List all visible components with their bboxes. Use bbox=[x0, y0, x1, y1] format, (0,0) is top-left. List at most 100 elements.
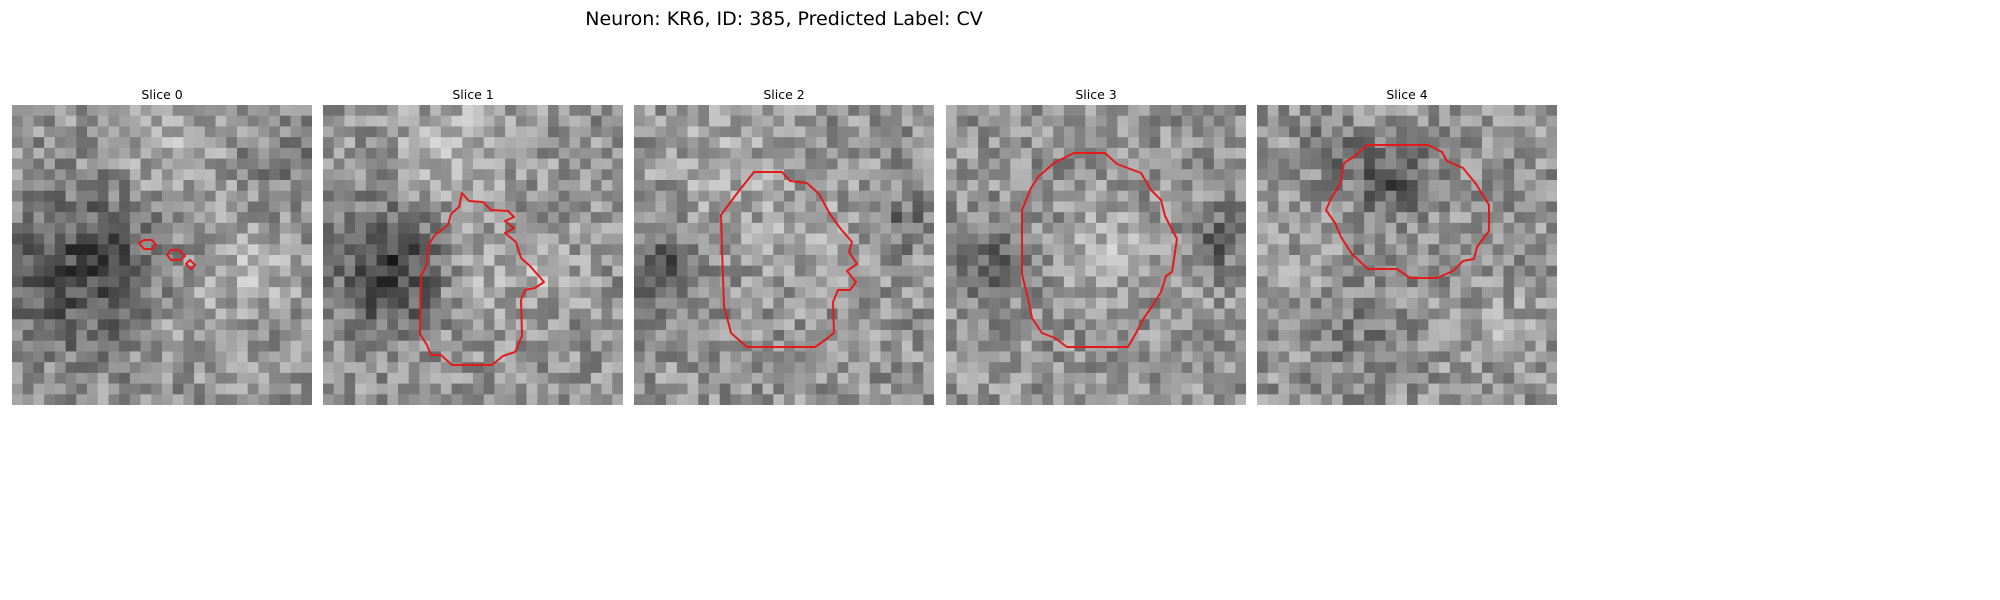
segmentation-contour-0-0 bbox=[138, 239, 157, 250]
pixel-cell bbox=[1053, 190, 1065, 202]
pixel-cell bbox=[65, 212, 77, 224]
pixel-cell bbox=[891, 372, 903, 384]
pixel-cell bbox=[978, 319, 990, 331]
pixel-cell bbox=[773, 297, 785, 309]
pixel-cell bbox=[1503, 169, 1515, 181]
pixel-cell bbox=[1203, 297, 1215, 309]
pixel-cell bbox=[666, 287, 678, 299]
pixel-cell bbox=[1106, 126, 1118, 138]
pixel-cell bbox=[1224, 126, 1236, 138]
pixel-cell bbox=[1085, 276, 1097, 288]
pixel-cell bbox=[612, 126, 623, 138]
pixel-cell bbox=[590, 383, 602, 395]
pixel-cell bbox=[440, 158, 452, 170]
pixel-cell bbox=[569, 330, 581, 342]
pixel-cell bbox=[1128, 383, 1140, 395]
pixel-cell bbox=[258, 276, 270, 288]
pixel-cell bbox=[215, 340, 227, 352]
pixel-cell bbox=[880, 233, 892, 245]
pixel-cell bbox=[1085, 287, 1097, 299]
pixel-cell bbox=[33, 201, 45, 213]
slice-panel-1: Slice 1 bbox=[323, 85, 623, 405]
pixel-cell bbox=[923, 115, 934, 127]
pixel-cell bbox=[1171, 297, 1183, 309]
pixel-cell bbox=[666, 383, 678, 395]
pixel-cell bbox=[634, 190, 646, 202]
pixel-cell bbox=[515, 190, 527, 202]
pixel-cell bbox=[580, 222, 592, 234]
pixel-cell bbox=[1503, 340, 1515, 352]
pixel-cell bbox=[323, 276, 335, 288]
pixel-cell bbox=[1299, 212, 1311, 224]
pixel-cell bbox=[794, 115, 806, 127]
pixel-cell bbox=[344, 287, 356, 299]
pixel-cell bbox=[119, 362, 131, 374]
pixel-cell bbox=[816, 222, 828, 234]
pixel-cell bbox=[376, 222, 388, 234]
pixel-cell bbox=[76, 244, 88, 256]
pixel-cell bbox=[1321, 180, 1333, 192]
pixel-cell bbox=[698, 158, 710, 170]
pixel-cell bbox=[1235, 372, 1246, 384]
pixel-cell bbox=[1342, 372, 1354, 384]
pixel-cell bbox=[1267, 287, 1279, 299]
pixel-cell bbox=[1106, 137, 1118, 149]
pixel-cell bbox=[44, 222, 56, 234]
pixel-cell bbox=[183, 222, 195, 234]
pixel-cell bbox=[999, 201, 1011, 213]
pixel-cell bbox=[923, 276, 934, 288]
pixel-cell bbox=[526, 115, 538, 127]
pixel-cell bbox=[44, 383, 56, 395]
pixel-cell bbox=[1096, 297, 1108, 309]
pixel-cell bbox=[1235, 340, 1246, 352]
pixel-cell bbox=[805, 233, 817, 245]
pixel-cell bbox=[1321, 115, 1333, 127]
pixel-cell bbox=[87, 126, 99, 138]
pixel-cell bbox=[1074, 308, 1086, 320]
pixel-cell bbox=[1353, 222, 1365, 234]
pixel-cell bbox=[666, 222, 678, 234]
pixel-cell bbox=[462, 351, 474, 363]
pixel-cell bbox=[1235, 255, 1246, 267]
pixel-cell bbox=[1503, 201, 1515, 213]
pixel-cell bbox=[1117, 308, 1129, 320]
pixel-cell bbox=[698, 190, 710, 202]
pixel-cell bbox=[537, 351, 549, 363]
pixel-cell bbox=[65, 158, 77, 170]
pixel-cell bbox=[762, 297, 774, 309]
pixel-cell bbox=[33, 190, 45, 202]
pixel-cell bbox=[1471, 297, 1483, 309]
pixel-cell bbox=[237, 169, 249, 181]
pixel-cell bbox=[22, 297, 34, 309]
pixel-cell bbox=[515, 212, 527, 224]
pixel-cell bbox=[12, 233, 24, 245]
pixel-cell bbox=[237, 180, 249, 192]
pixel-cell bbox=[183, 276, 195, 288]
pixel-cell bbox=[1492, 158, 1504, 170]
pixel-cell bbox=[151, 137, 163, 149]
pixel-cell bbox=[1332, 287, 1344, 299]
pixel-cell bbox=[666, 126, 678, 138]
pixel-cell bbox=[612, 319, 623, 331]
pixel-cell bbox=[215, 222, 227, 234]
pixel-cell bbox=[1417, 351, 1429, 363]
pixel-cell bbox=[709, 201, 721, 213]
slice-title-1: Slice 1 bbox=[452, 87, 494, 102]
pixel-cell bbox=[999, 190, 1011, 202]
pixel-cell bbox=[237, 330, 249, 342]
pixel-cell bbox=[430, 351, 442, 363]
pixel-cell bbox=[687, 201, 699, 213]
pixel-cell bbox=[333, 372, 345, 384]
pixel-cell bbox=[1096, 362, 1108, 374]
pixel-cell bbox=[355, 319, 367, 331]
pixel-cell bbox=[279, 180, 291, 192]
pixel-cell bbox=[151, 319, 163, 331]
pixel-cell bbox=[151, 394, 163, 405]
pixel-cell bbox=[365, 126, 377, 138]
pixel-cell bbox=[237, 362, 249, 374]
pixel-cell bbox=[1396, 137, 1408, 149]
pixel-cell bbox=[22, 147, 34, 159]
pixel-cell bbox=[301, 330, 312, 342]
pixel-cell bbox=[333, 308, 345, 320]
pixel-cell bbox=[687, 297, 699, 309]
